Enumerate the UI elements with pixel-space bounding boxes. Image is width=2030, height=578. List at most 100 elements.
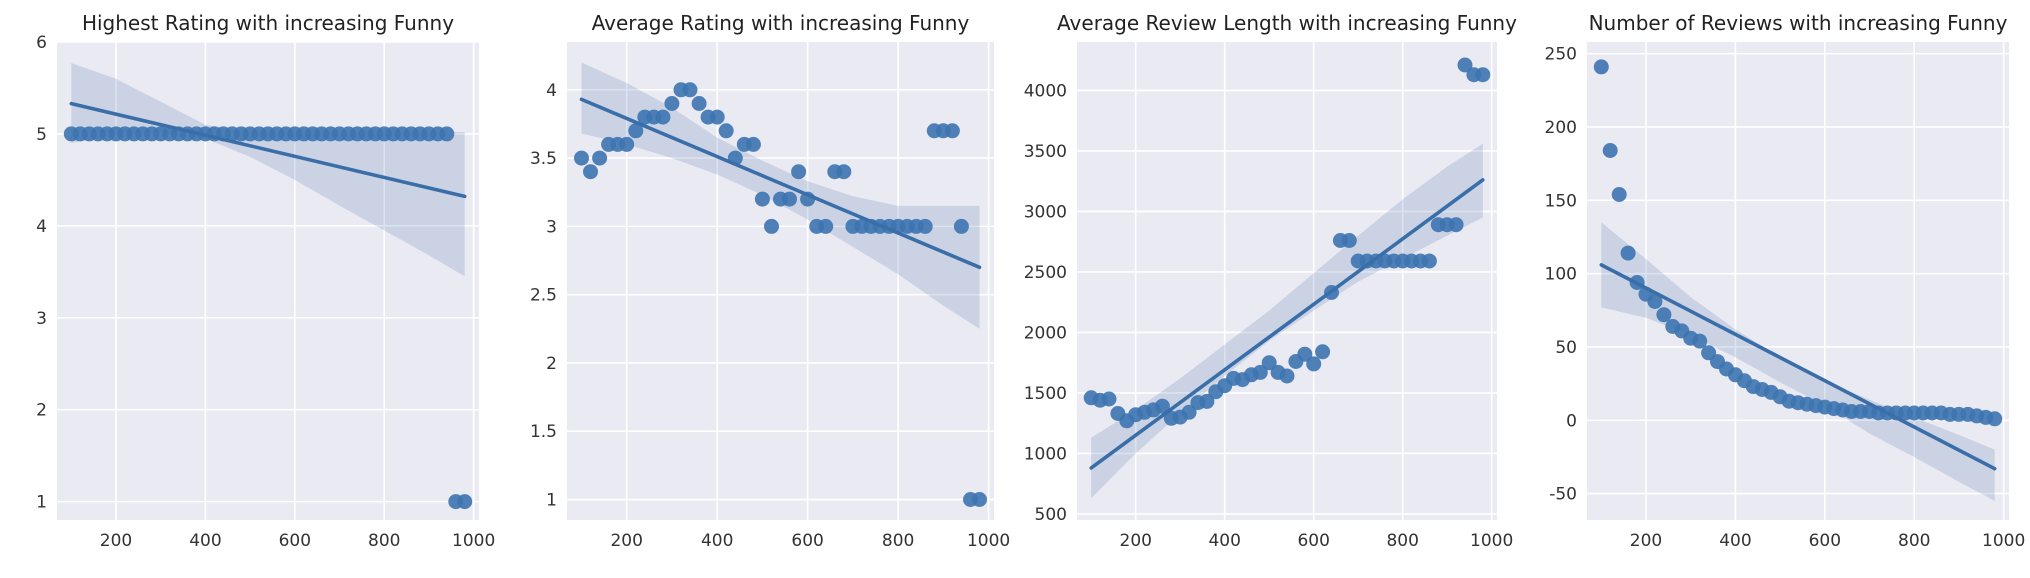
scatter-point [583, 164, 598, 180]
chart-title: Average Review Length with increasing Fu… [1057, 11, 1517, 35]
scatter-point [592, 150, 608, 166]
x-tick-label: 1000 [452, 531, 495, 551]
scatter-point [1252, 364, 1268, 380]
y-tick-label: 4 [36, 217, 47, 237]
scatter-point [944, 123, 960, 139]
y-tick-label: 150 [1545, 191, 1577, 211]
scatter-point [664, 96, 680, 111]
scatter-point [791, 164, 807, 180]
scatter-point [1593, 59, 1609, 75]
x-tick-label: 600 [279, 531, 311, 551]
scatter-point [754, 191, 770, 207]
scatter-point [1656, 307, 1672, 323]
scatter-point [1611, 187, 1627, 202]
chart-panel-4: 200 400 600 800 1000 -50 0 50 100 150 200 250 Number… [1545, 11, 2026, 551]
scatter-point [1297, 346, 1313, 362]
scatter-point [457, 494, 473, 510]
y-tick-label: 3 [546, 217, 557, 237]
scatter-point [1987, 411, 2003, 427]
x-tick-label: 1000 [967, 531, 1010, 551]
scatter-point [1475, 67, 1491, 83]
y-tick-label: 100 [1545, 265, 1577, 285]
y-tick-label: 5 [36, 125, 47, 145]
scatter-point [574, 150, 589, 166]
x-tick-label: 800 [882, 531, 914, 551]
confidence-band [1601, 222, 1995, 501]
scatter-point [972, 492, 987, 507]
x-tick-label: 200 [100, 531, 132, 551]
scatter-point [1315, 344, 1331, 360]
scatter-point [682, 82, 698, 98]
y-tick-label: 6 [36, 33, 47, 53]
y-tick-label: 250 [1545, 45, 1577, 65]
chart-panel-1: 200 400 600 800 1000 1 2 3 4 5 6 Highest Rating wit… [36, 11, 495, 551]
x-tick-label: 1000 [1982, 531, 2025, 551]
scatter-point [818, 218, 834, 234]
chart-title: Number of Reviews with increasing Funny [1589, 11, 2008, 35]
regression-line [1089, 178, 1485, 470]
y-tick-label: 2500 [1024, 263, 1067, 283]
scatter-point [1421, 253, 1437, 269]
chart-panel-2: 200 400 600 800 1000 1 1.5 2 2.5 3 3.5 4 Average Rat… [530, 11, 1010, 551]
y-tick-label: 1500 [1024, 384, 1067, 404]
y-tick-label: 3000 [1024, 202, 1067, 222]
x-tick-label: 400 [701, 531, 733, 551]
x-tick-label: 200 [1630, 531, 1662, 551]
y-tick-label: 2 [546, 354, 557, 374]
scatter-point [655, 109, 671, 125]
y-tick-label: 0 [1566, 411, 1577, 431]
chart-title: Average Rating with increasing Funny [592, 11, 970, 35]
x-tick-label: 400 [1719, 531, 1751, 551]
y-tick-label: 50 [1555, 338, 1577, 358]
x-tick-label: 400 [1208, 531, 1240, 551]
scatter-point [745, 136, 761, 152]
scatter-point [709, 109, 725, 125]
scatter-point [628, 123, 644, 139]
x-tick-label: 600 [791, 531, 823, 551]
scatter-point [1620, 245, 1636, 261]
scatter-point [1181, 404, 1197, 420]
y-tick-label: -50 [1549, 485, 1577, 505]
scatter-point [1199, 393, 1215, 409]
x-tick-label: 800 [1898, 531, 1930, 551]
scatter-point [439, 126, 455, 142]
scatter-point [764, 218, 779, 234]
scatter-point [782, 191, 797, 207]
regression-line [69, 101, 467, 199]
plot-area [57, 42, 479, 520]
chart-title: Highest Rating with increasing Funny [82, 11, 454, 35]
scatter-point [1647, 294, 1663, 309]
y-tick-label: 2000 [1024, 323, 1067, 343]
scatter-point [1692, 333, 1708, 349]
scatter-point [1602, 143, 1618, 158]
scatter-point [1306, 356, 1322, 372]
y-tick-label: 1000 [1024, 444, 1067, 464]
y-tick-label: 1 [36, 493, 47, 513]
y-tick-label: 1 [546, 491, 557, 511]
y-tick-label: 4000 [1024, 81, 1067, 101]
x-tick-label: 1000 [1470, 531, 1513, 551]
scatter-point [1448, 217, 1464, 233]
scatter-point [917, 218, 933, 234]
scatter-point [619, 136, 635, 152]
x-tick-label: 200 [610, 531, 642, 551]
confidence-band [71, 63, 465, 277]
x-tick-label: 800 [368, 531, 400, 551]
y-tick-label: 3 [36, 309, 47, 329]
scatter-point [1154, 398, 1170, 414]
scatter-point [1261, 355, 1277, 371]
chart-panel-3: 200 400 600 800 1000 500 1000 1500 2000 2500 3000 3… [1024, 11, 1517, 551]
y-tick-label: 2.5 [530, 286, 557, 306]
scatter-point [1101, 391, 1117, 407]
plot-area [1077, 42, 1497, 520]
scatter-point [691, 96, 707, 111]
x-tick-label: 800 [1386, 531, 1418, 551]
regression-line [579, 97, 982, 270]
y-tick-label: 4 [546, 81, 557, 101]
x-tick-label: 400 [189, 531, 221, 551]
confidence-band [1091, 143, 1483, 499]
scatter-point [1457, 57, 1473, 73]
scatter-point [1341, 233, 1357, 248]
y-tick-label: 200 [1545, 118, 1577, 138]
